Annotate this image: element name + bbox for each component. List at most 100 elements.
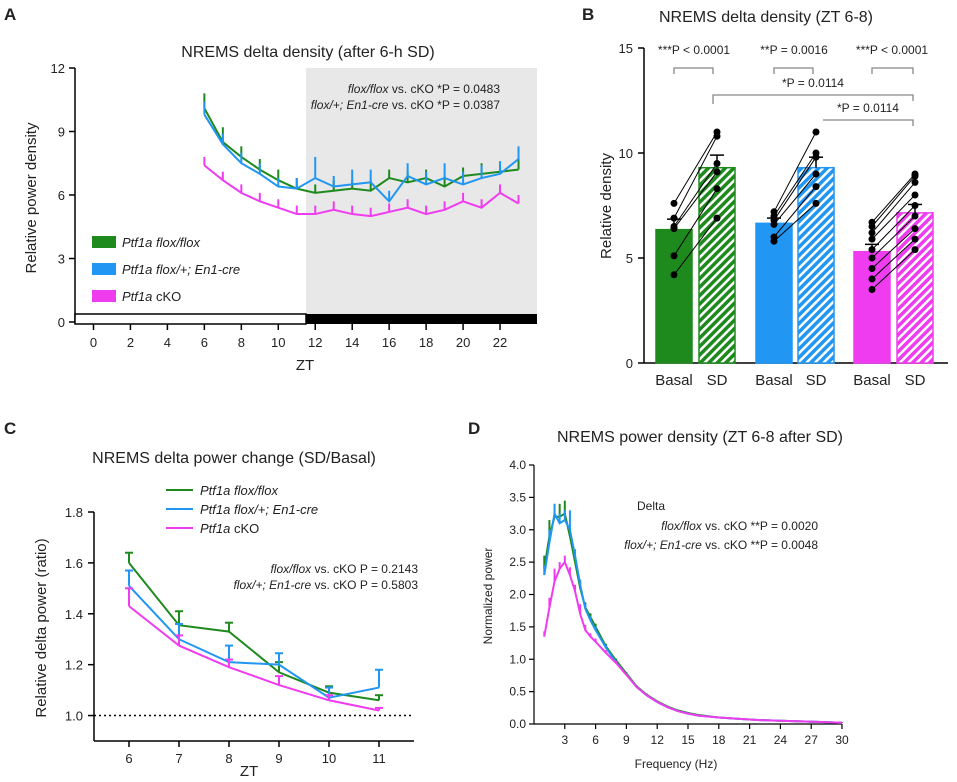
x-tick-label: 6 — [125, 751, 132, 766]
legend-label: Ptf1a flox/+; En1-cre — [122, 262, 240, 277]
panel-b-bars: Basal SD Basal SD Basal SD — [655, 128, 934, 389]
pair-line — [871, 215, 916, 259]
x-tick-label: 18 — [419, 335, 433, 350]
panel-c-title: NREMS delta power change (SD/Basal) — [92, 450, 376, 467]
pair-line — [871, 173, 916, 223]
panel-d-letter: D — [468, 419, 480, 438]
y-tick-label: 0.5 — [509, 685, 526, 699]
x-tick-label: 3 — [561, 733, 568, 747]
y-tick-label: 5 — [626, 251, 633, 266]
pair-line — [871, 182, 916, 234]
pair-line — [773, 131, 817, 213]
y-tick-label: 0 — [58, 315, 65, 330]
pair-line — [773, 173, 817, 225]
data-point — [911, 202, 919, 209]
significance-label: ***P < 0.0001 — [658, 43, 731, 57]
data-point — [868, 218, 876, 226]
x-tick-label: 14 — [345, 335, 359, 350]
light-period-bar — [74, 313, 307, 325]
panel-b-axes: 0 5 10 15 — [619, 41, 948, 371]
category-label: Basal — [755, 372, 793, 389]
legend-swatch — [92, 290, 116, 302]
x-tick-label: 22 — [493, 335, 507, 350]
y-tick-label: 1.4 — [65, 607, 83, 622]
bar — [755, 222, 793, 364]
stat-line: flox/+; En1-cre vs. cKO **P = 0.0048 — [624, 538, 818, 552]
pair-line — [673, 131, 718, 204]
significance-bracket — [773, 67, 814, 74]
x-tick-label: 16 — [382, 335, 396, 350]
x-tick-label: 30 — [835, 733, 849, 747]
y-tick-label: 2.0 — [509, 588, 526, 602]
stat-line: flox/flox vs. cKO *P = 0.0483 — [348, 82, 501, 96]
data-point — [868, 286, 876, 293]
y-tick-label: 1.2 — [65, 658, 83, 673]
y-tick-label: 3.5 — [509, 490, 526, 504]
panel-a: A NREMS delta density (after 6-h SD) 0 3 6… — [4, 5, 537, 374]
legend-label: Ptf1a flox/flox — [200, 483, 279, 498]
significance-label: **P = 0.0016 — [760, 43, 828, 57]
panel-c-series — [125, 551, 383, 712]
data-point — [770, 208, 778, 216]
y-tick-label: 15 — [619, 41, 633, 56]
panel-d-stats: flox/flox vs. cKO **P = 0.0020 flox/+; En… — [624, 519, 818, 552]
x-tick-label: 10 — [322, 751, 336, 766]
data-point — [868, 275, 876, 283]
panel-a-x-label: ZT — [296, 357, 314, 374]
pair-line — [673, 188, 718, 257]
panel-d-series — [543, 500, 843, 724]
significance-bracket — [823, 119, 914, 126]
data-point — [770, 233, 778, 241]
data-point — [713, 168, 721, 176]
data-point — [713, 128, 721, 136]
bar — [655, 228, 693, 364]
x-tick-label: 10 — [271, 335, 285, 350]
data-point — [713, 160, 721, 167]
data-point — [868, 229, 876, 237]
legend-swatch — [92, 236, 116, 248]
panel-b-title: NREMS delta density (ZT 6-8) — [659, 9, 873, 26]
panel-d-stats-header: Delta — [637, 499, 665, 513]
data-point — [713, 214, 721, 222]
pair-line — [871, 238, 916, 280]
category-label: SD — [806, 372, 827, 389]
y-tick-label: 0.0 — [509, 717, 526, 731]
y-tick-label: 10 — [619, 146, 633, 161]
x-tick-label: 9 — [275, 751, 282, 766]
y-tick-label: 9 — [58, 125, 65, 140]
data-point — [670, 223, 678, 230]
y-tick-label: 1.8 — [65, 505, 83, 520]
panel-d-x-label: Frequency (Hz) — [635, 757, 718, 771]
panel-b-y-label: Relative density — [598, 153, 615, 259]
panel-b-annotations: ***P < 0.0001 **P = 0.0016 ***P < 0.0001 *P… — [658, 43, 928, 126]
x-tick-label: 4 — [164, 335, 171, 350]
panel-d-y-label: Normalized power — [481, 548, 495, 645]
significance-label: *P = 0.0114 — [782, 76, 844, 90]
panel-a-series — [203, 93, 520, 218]
panel-a-title: NREMS delta density (after 6-h SD) — [181, 44, 434, 61]
data-point — [812, 199, 820, 207]
x-tick-label: 8 — [238, 335, 245, 350]
data-point — [713, 185, 721, 193]
pair-line — [673, 217, 718, 276]
stat-line: flox/+; En1-cre vs. cKO *P = 0.0387 — [311, 98, 501, 112]
data-point — [670, 271, 678, 279]
x-tick-label: 27 — [805, 733, 819, 747]
significance-bracket — [673, 67, 714, 74]
y-tick-label: 1.5 — [509, 620, 526, 634]
bar — [797, 166, 835, 364]
significance-bracket — [871, 67, 914, 74]
legend-label: Ptf1a flox/flox — [122, 235, 201, 250]
data-point — [911, 246, 919, 254]
data-point — [911, 225, 919, 233]
pair-line — [673, 171, 718, 229]
panel-a-series-line-2 — [203, 164, 520, 218]
data-point — [868, 265, 876, 272]
legend-swatch — [92, 263, 116, 275]
legend-label: Ptf1a flox/+; En1-cre — [200, 502, 318, 517]
panel-c: C NREMS delta power change (SD/Basal) 1.… — [4, 419, 418, 780]
panel-a-stats: flox/flox vs. cKO *P = 0.0483 flox/+; En1… — [311, 82, 501, 112]
panel-a-y-label: Relative power density — [23, 122, 40, 273]
panel-a-series-line-0 — [203, 107, 519, 194]
